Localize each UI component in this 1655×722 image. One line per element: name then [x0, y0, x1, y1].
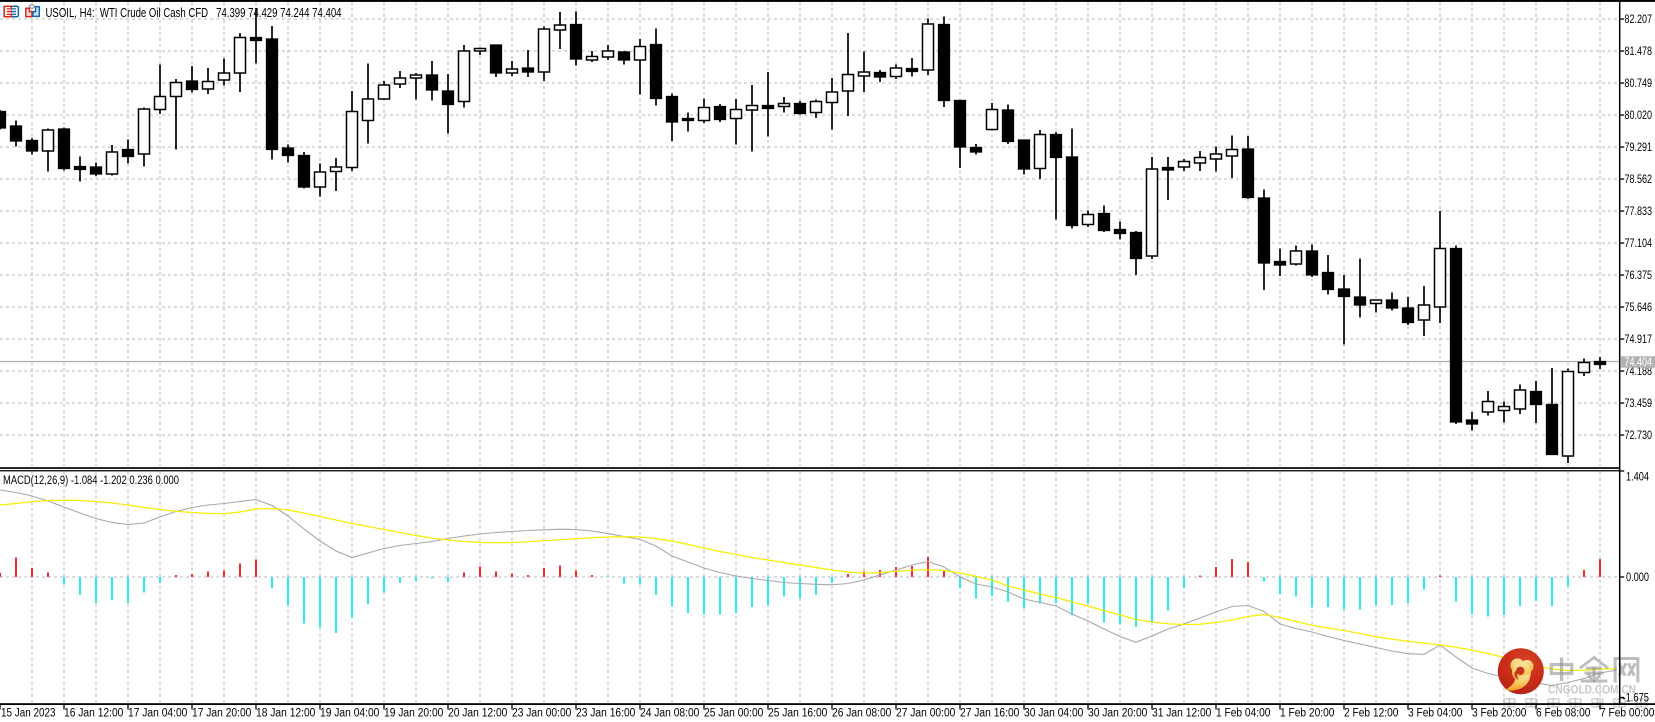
svg-text:1 Feb 04:00: 1 Feb 04:00 [1216, 708, 1270, 720]
svg-text:30 Jan 04:00: 30 Jan 04:00 [1024, 708, 1083, 720]
svg-text:CNGOLD.COM.CN: CNGOLD.COM.CN [1548, 685, 1636, 697]
svg-text:19 Jan 04:00: 19 Jan 04:00 [320, 708, 379, 720]
svg-text:82.207: 82.207 [1625, 14, 1653, 26]
svg-text:77.833: 77.833 [1625, 206, 1653, 218]
svg-text:26 Jan 08:00: 26 Jan 08:00 [832, 708, 891, 720]
svg-text:74.404: 74.404 [1625, 357, 1653, 369]
svg-text:80.020: 80.020 [1625, 110, 1653, 122]
svg-text:20 Jan 12:00: 20 Jan 12:00 [448, 708, 507, 720]
svg-text:79.291: 79.291 [1625, 142, 1653, 154]
svg-text:-1.675: -1.675 [1623, 693, 1650, 705]
svg-text:16 Jan 12:00: 16 Jan 12:00 [64, 708, 123, 720]
svg-text:78.562: 78.562 [1625, 174, 1653, 186]
svg-text:76.375: 76.375 [1625, 270, 1653, 282]
svg-text:73.459: 73.459 [1625, 398, 1653, 410]
svg-text:17 Jan 20:00: 17 Jan 20:00 [192, 708, 251, 720]
svg-text:17 Jan 04:00: 17 Jan 04:00 [128, 708, 187, 720]
svg-text:24 Jan 08:00: 24 Jan 08:00 [640, 708, 699, 720]
svg-text:6 Feb 08:00: 6 Feb 08:00 [1536, 708, 1590, 720]
svg-text:77.104: 77.104 [1625, 238, 1653, 250]
svg-text:0.000: 0.000 [1626, 572, 1649, 584]
svg-text:74.188: 74.188 [1625, 366, 1653, 378]
svg-text:MACD(12,26,9) -1.084 -1.202 0.: MACD(12,26,9) -1.084 -1.202 0.236 0.000 [3, 473, 179, 487]
svg-text:7 Feb 00:00: 7 Feb 00:00 [1600, 708, 1654, 720]
svg-text:19 Jan 20:00: 19 Jan 20:00 [384, 708, 443, 720]
svg-text:1.404: 1.404 [1626, 472, 1649, 484]
svg-text:31 Jan 12:00: 31 Jan 12:00 [1152, 708, 1211, 720]
svg-text:27 Jan 00:00: 27 Jan 00:00 [896, 708, 955, 720]
svg-text:27 Jan 16:00: 27 Jan 16:00 [960, 708, 1019, 720]
svg-text:25 Jan 16:00: 25 Jan 16:00 [768, 708, 827, 720]
svg-text:75.646: 75.646 [1625, 302, 1653, 314]
svg-text:25 Jan 00:00: 25 Jan 00:00 [704, 708, 763, 720]
svg-text:2 Feb 12:00: 2 Feb 12:00 [1344, 708, 1398, 720]
svg-text:3 Feb 20:00: 3 Feb 20:00 [1472, 708, 1526, 720]
svg-text:81.478: 81.478 [1625, 46, 1653, 58]
svg-text:23 Jan 16:00: 23 Jan 16:00 [576, 708, 635, 720]
svg-text:80.749: 80.749 [1625, 78, 1653, 90]
svg-text:15 Jan 2023: 15 Jan 2023 [1, 708, 55, 720]
svg-text:30 Jan 20:00: 30 Jan 20:00 [1088, 708, 1147, 720]
svg-text:18 Jan 12:00: 18 Jan 12:00 [256, 708, 315, 720]
svg-text:3 Feb 04:00: 3 Feb 04:00 [1408, 708, 1462, 720]
svg-text:USOIL, H4: WTI Crude Oil Cash: USOIL, H4: WTI Crude Oil Cash CFD 74.399… [46, 5, 342, 20]
svg-text:72.730: 72.730 [1625, 430, 1653, 442]
svg-text:1 Feb 20:00: 1 Feb 20:00 [1280, 708, 1334, 720]
svg-text:23 Jan 00:00: 23 Jan 00:00 [512, 708, 571, 720]
svg-text:74.917: 74.917 [1625, 334, 1653, 346]
